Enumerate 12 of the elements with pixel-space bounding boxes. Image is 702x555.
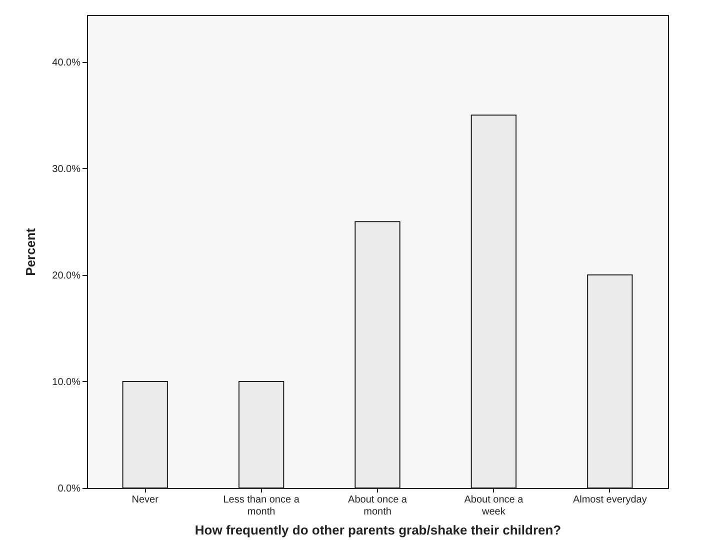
x-tick-label: About once a month	[348, 494, 408, 518]
y-tick-label: 20.0%	[52, 270, 81, 282]
y-tick-label: 0.0%	[58, 484, 81, 494]
y-tick-label: 10.0%	[52, 376, 81, 388]
x-tick-label: Never	[132, 494, 160, 506]
y-tick-label: 30.0%	[52, 164, 81, 175]
y-tick-label: 40.0%	[52, 57, 81, 68]
x-tick-label: Less than once a month	[223, 494, 300, 518]
y-axis-title: Percent	[23, 227, 38, 276]
x-tick-label: Almost everyday	[572, 494, 647, 506]
x-axis-title: How frequently do other parents grab/shake their children?	[194, 522, 562, 538]
x-tick-label: About once a week	[464, 494, 524, 518]
